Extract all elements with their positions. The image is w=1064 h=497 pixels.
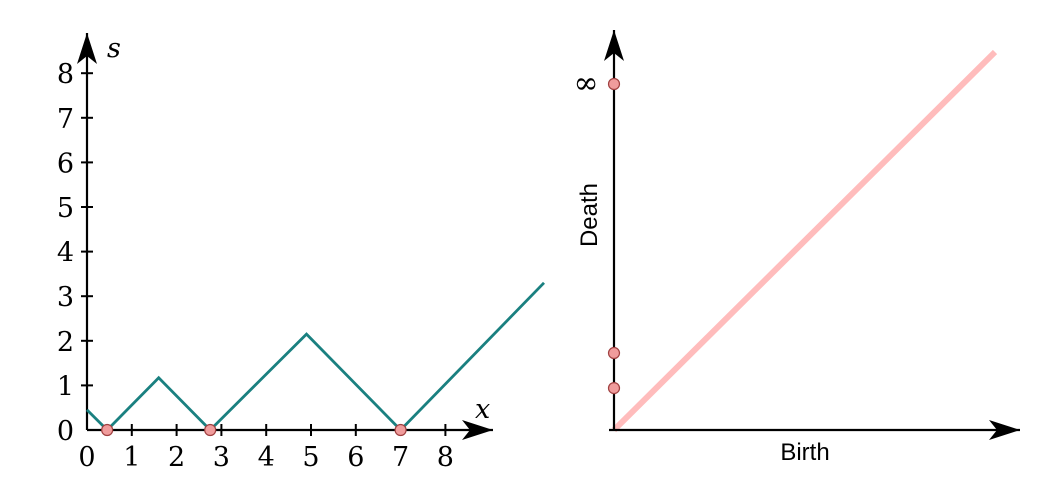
y-tick-label: 0 (57, 416, 74, 447)
diagonal-line (611, 49, 998, 433)
x-axis-label: x (475, 394, 490, 425)
x-tick-label: 0 (78, 442, 95, 473)
y-tick-label: 1 (57, 371, 74, 402)
y-tick-label: 2 (57, 327, 74, 358)
y-tick-label: 4 (57, 238, 74, 269)
x-tick-label: 8 (437, 442, 454, 473)
x-tick-label: 4 (258, 442, 275, 473)
y-axis-label: s (107, 33, 121, 64)
tick-marks (81, 72, 447, 436)
y-tick-labels: 0 1 2 3 4 5 6 7 8 (57, 59, 74, 447)
minimum-point (394, 423, 407, 437)
death-axis-arrowhead (604, 30, 624, 61)
y-tick-label: 7 (57, 104, 74, 135)
x-tick-label: 2 (168, 442, 185, 473)
infinity-label: ∞ (574, 66, 599, 101)
x-tick-label: 1 (123, 442, 140, 473)
persistence-point (607, 346, 621, 360)
y-tick-label: 5 (57, 193, 74, 224)
death-axis-label: Death (576, 183, 603, 247)
minimum-point (101, 423, 114, 437)
persistence-point (607, 382, 621, 395)
x-tick-label: 7 (392, 442, 409, 473)
y-tick-label: 3 (57, 282, 74, 313)
y-axis-arrowhead (77, 33, 97, 64)
y-tick-label: 6 (57, 148, 74, 179)
persistence-points (607, 77, 621, 395)
birth-axis-label: Birth (780, 439, 829, 466)
minima-markers (101, 423, 407, 437)
persistence-diagram: Birth Death ∞ (574, 30, 1020, 466)
x-axis-arrowhead (462, 420, 493, 440)
minimum-point (204, 423, 217, 437)
birth-axis-arrowhead (989, 420, 1020, 440)
persistence-point (607, 77, 621, 91)
x-tick-label: 3 (213, 442, 230, 473)
x-tick-label: 5 (302, 442, 319, 473)
x-tick-label: 6 (347, 442, 364, 473)
y-tick-label: 8 (57, 59, 74, 90)
